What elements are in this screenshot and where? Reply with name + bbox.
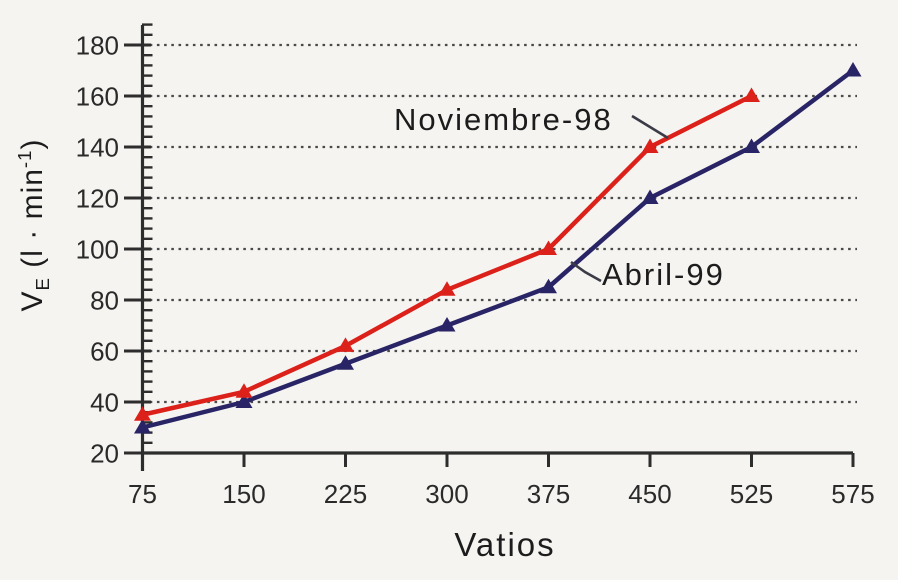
x-tick-label-225: 225 (324, 479, 367, 509)
marker-abril-99-225 (337, 355, 354, 370)
marker-abril-99-75 (134, 419, 151, 434)
marker-noviembre-98-225 (337, 337, 354, 352)
y-tick-label-100: 100 (76, 235, 119, 265)
y-tick-label-140: 140 (76, 133, 119, 163)
x-tick-label-525: 525 (730, 479, 773, 509)
y-tick-label-120: 120 (76, 184, 119, 214)
y-tick-label-180: 180 (76, 31, 119, 61)
series-label-noviembre-98: Noviembre-98 (394, 102, 613, 137)
marker-noviembre-98-300 (438, 281, 456, 296)
marker-abril-99-150 (235, 393, 253, 408)
x-tick-label-375: 375 (527, 479, 570, 509)
series-line-abril-99 (141, 68, 855, 430)
y-tick-label-40: 40 (90, 388, 119, 418)
marker-noviembre-98-525 (743, 87, 760, 102)
series-line-noviembre-98 (142, 93, 753, 417)
y-tick-label-80: 80 (90, 286, 119, 316)
y-tick-label-60: 60 (90, 337, 119, 367)
callout-abril-99 (570, 260, 602, 283)
y-tick-label-160: 160 (76, 82, 119, 112)
x-tick-label-575: 575 (831, 479, 874, 509)
marker-noviembre-98-450 (641, 138, 659, 153)
x-tick-label-450: 450 (628, 479, 671, 509)
marker-abril-99-575 (844, 62, 862, 77)
marker-abril-99-525 (743, 138, 760, 153)
x-tick-label-300: 300 (425, 479, 468, 509)
marker-abril-99-300 (438, 317, 456, 332)
marker-abril-99-375 (540, 278, 557, 294)
x-axis-title: Vatios (454, 526, 556, 563)
marker-noviembre-98-75 (134, 406, 151, 421)
x-tick-label-150: 150 (222, 479, 265, 509)
callout-noviembre-98 (631, 114, 669, 140)
marker-abril-99-450 (641, 189, 659, 204)
series-label-abril-99: Abril-99 (602, 257, 725, 292)
x-tick-label-75: 75 (128, 479, 157, 509)
y-tick-label-20: 20 (90, 439, 119, 469)
marker-noviembre-98-375 (540, 240, 557, 255)
marker-noviembre-98-150 (235, 383, 253, 398)
